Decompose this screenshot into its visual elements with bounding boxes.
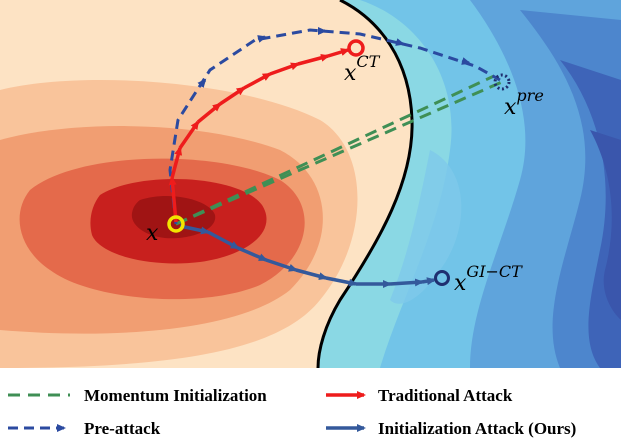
label-pre: xpre — [504, 86, 544, 120]
legend-label-momentum: Momentum Initialization — [84, 386, 267, 405]
origin-marker — [167, 215, 185, 233]
initialization-attack-path — [179, 224, 436, 288]
label-origin: x — [146, 221, 159, 246]
legend-item-traditional: Traditional Attack — [326, 386, 513, 405]
legend-label-initialization: Initialization Attack (Ours) — [378, 419, 576, 438]
pre-marker — [493, 73, 511, 91]
gict-marker — [434, 270, 450, 286]
legend-label-traditional: Traditional Attack — [378, 386, 513, 405]
momentum-initialization-lines — [175, 74, 503, 226]
legend-item-initialization: Initialization Attack (Ours) — [326, 419, 576, 438]
orange-contour-region — [0, 0, 413, 368]
legend-item-preattack: Pre-attack — [8, 419, 161, 438]
legend-item-momentum: Momentum Initialization — [8, 386, 267, 405]
legend: Momentum Initialization Traditional Atta… — [8, 386, 576, 438]
legend-label-preattack: Pre-attack — [84, 419, 161, 438]
pre-attack-path — [168, 27, 501, 225]
traditional-attack-path — [168, 48, 350, 223]
label-gict: xGI−CT — [454, 262, 523, 296]
ct-marker — [347, 39, 365, 57]
label-ct: xCT — [344, 52, 381, 86]
